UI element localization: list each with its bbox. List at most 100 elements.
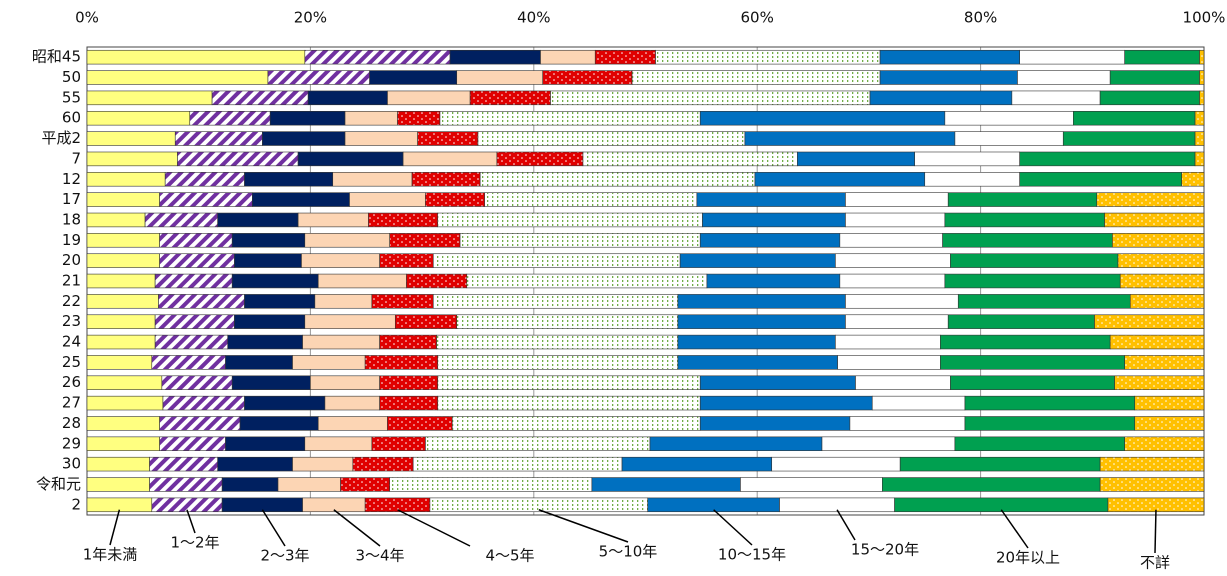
bar-segment [484,192,698,207]
bar-segment [1011,90,1101,106]
bar-segment [779,497,895,513]
y-tick-label: 平成2 [41,129,81,147]
bar-segment [679,253,836,268]
legend-label: 5～10年 [599,543,658,561]
bar-segment [1194,110,1205,126]
bar-segment [1199,90,1205,106]
bar-segment [86,436,160,452]
bar-segment [944,110,1074,126]
bar-segment [389,233,461,248]
bar-segment [954,436,1125,452]
bar-segment [1094,314,1205,329]
bar-segment [86,70,269,85]
bar-segment [387,90,471,106]
bar-segment [154,314,235,329]
bar-segment [86,334,156,350]
bar-segment [227,334,303,350]
bar-segment [231,375,311,390]
bar-segment [1112,233,1205,248]
bar-segment [1099,477,1205,492]
bar-segment [159,233,233,248]
bar-segment [924,172,1020,187]
bar-segment [456,314,679,329]
bar-segment [1134,416,1205,431]
legend-label: 15～20年 [851,541,919,559]
bar-segment [162,395,245,411]
x-tick-label: 60% [741,9,774,27]
legend-label: 4～5年 [485,547,534,565]
leader-line [836,509,856,541]
bar-segment [591,477,741,492]
bar-segment [771,456,901,472]
y-tick-label: 28 [62,414,81,432]
bar-segment [699,233,841,248]
bar-segment [234,314,306,329]
bar-segment [702,212,846,228]
bar-segment [86,456,150,472]
bar-segment [1073,110,1196,126]
bar-segment [1104,212,1205,228]
bar-segment [304,233,391,248]
bar-segment [324,395,380,411]
legend-label: 10～15年 [718,546,786,564]
bar-segment [914,151,1020,167]
bar-segment [1109,334,1205,350]
bar-segment [340,477,391,492]
bar-segment [1194,151,1205,167]
bar-segment [86,212,146,228]
bar-segment [1124,436,1205,452]
bar-segment [211,90,309,106]
bar-segment [292,456,354,472]
bar-segment [839,273,946,289]
leader-line [397,509,471,547]
y-tick-label: 18 [62,210,81,228]
bar-segment [349,192,426,207]
bar-segment [364,497,431,513]
bar-segment [677,294,846,309]
bar-segment [314,294,373,309]
y-tick-label: 21 [62,272,81,290]
x-tick-label: 0% [75,9,99,27]
x-tick-label: 40% [517,9,550,27]
bar-segment [436,334,679,350]
bar-segment [459,233,701,248]
bar-segment [1181,172,1205,187]
bar-segment [379,253,434,268]
leader-line [1154,509,1157,554]
bar-segment [86,90,213,106]
bar-segment [699,110,946,126]
bar-segment [437,395,701,411]
y-tick-label: 令和元 [36,475,81,493]
bar-segment [86,416,160,431]
bar-segment [835,253,951,268]
bar-segment [344,110,398,126]
y-tick-label: 2 [71,495,81,513]
bar-segment [161,375,233,390]
bar-segment [647,497,780,513]
bar-segment [821,436,956,452]
bar-segment [317,416,388,431]
bar-segment [437,355,679,370]
y-tick-label: 50 [62,68,81,86]
bar-segment [1119,273,1205,289]
bar-segment [677,314,846,329]
bar-segment [940,334,1111,350]
bar-segment [1107,497,1205,513]
bar-segment [86,395,164,411]
bar-segment [332,172,413,187]
bar-segment [379,375,439,390]
bar-segment [158,294,245,309]
bar-segment [696,192,846,207]
bar-segment [1199,49,1205,65]
bar-segment [159,416,241,431]
bar-segment [835,334,941,350]
legend-label: 不詳 [1140,554,1170,572]
bar-segment [957,294,1131,309]
leader-line [1000,509,1029,549]
bar-segment [217,212,299,228]
bar-segment [950,253,1119,268]
bar-segment [159,253,235,268]
bar-segment [594,49,656,65]
bar-segment [1017,70,1111,85]
